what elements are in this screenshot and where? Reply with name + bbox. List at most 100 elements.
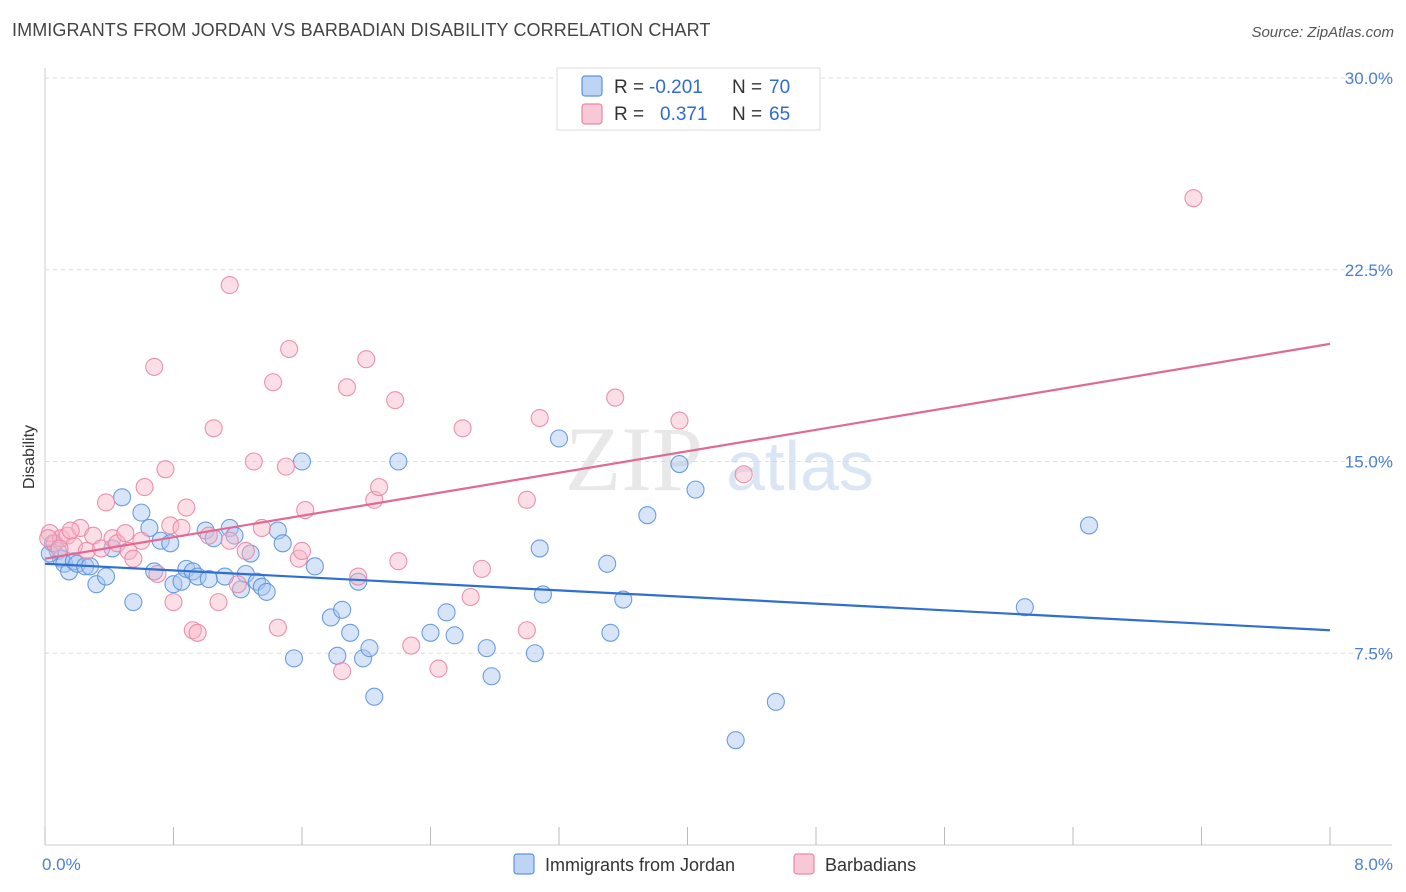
jordan-point-9 <box>87 575 106 594</box>
jordan-point-12 <box>113 488 132 507</box>
barbadians-point-38 <box>280 339 299 359</box>
barbadians-point-44 <box>349 567 368 586</box>
barbadians-point-18 <box>148 564 167 584</box>
barbadians-point-61 <box>1184 189 1203 208</box>
jordan-point-14 <box>132 503 151 522</box>
barbadians-point-33 <box>244 452 263 471</box>
jordan-point-52 <box>445 626 464 645</box>
legend-r-label-barbadians: R = <box>614 104 644 125</box>
y-tick-labels: 7.5% 15.0% 22.5% 30.0% <box>1345 69 1393 663</box>
barbadians-point-54 <box>472 559 491 578</box>
jordan-point-56 <box>530 539 549 558</box>
legend-n-label-jordan: N = <box>732 77 762 98</box>
jordan-point-13 <box>124 593 143 612</box>
jordan-point-45 <box>349 572 368 591</box>
jordan-point-43 <box>333 600 352 619</box>
x-tick-labels: 0.0% 8.0% <box>42 855 1393 874</box>
jordan-point-40 <box>305 557 324 576</box>
legend-n-value-jordan: 70 <box>769 77 790 98</box>
jordan-point-55 <box>525 644 544 663</box>
jordan-point-42 <box>328 646 347 665</box>
y-tick-label-2: 22.5% <box>1345 261 1393 280</box>
jordan-point-66 <box>766 692 785 711</box>
barbadians-point-9 <box>96 493 116 512</box>
barbadians-point-37 <box>276 457 295 476</box>
legend-swatch-barbadians <box>581 103 603 125</box>
x-tick-label-left: 0.0% <box>42 855 81 874</box>
barbadians-point-64 <box>61 521 80 540</box>
barbadians-point-58 <box>606 388 625 407</box>
jordan-point-58 <box>549 429 569 448</box>
jordan-point-10 <box>96 567 116 586</box>
chart-title: IMMIGRANTS FROM JORDAN VS BARBADIAN DISA… <box>12 20 711 40</box>
x-tick-label-right: 8.0% <box>1354 855 1393 874</box>
barbadians-point-62 <box>39 529 58 548</box>
barbadians-point-16 <box>135 478 154 497</box>
jordan-point-16 <box>145 562 164 581</box>
barbadians-point-19 <box>156 460 175 479</box>
barbadians-point-48 <box>386 391 405 410</box>
axes <box>44 68 1392 846</box>
barbadians-point-50 <box>402 636 421 655</box>
legend-r-value-jordan: -0.201 <box>649 77 703 98</box>
jordan-point-61 <box>614 590 633 609</box>
jordan-point-50 <box>421 623 440 642</box>
barbadians-point-36 <box>268 618 287 637</box>
barbadians-point-29 <box>220 531 239 550</box>
legend-n-value-barbadians: 65 <box>769 104 790 125</box>
barbadians-point-30 <box>220 276 239 295</box>
barbadians-point-43 <box>337 378 357 397</box>
legend-label-jordan: Immigrants from Jordan <box>545 855 735 875</box>
barbadians-point-32 <box>236 541 255 561</box>
y-tick-label-1: 15.0% <box>1345 453 1393 472</box>
barbadians-point-12 <box>116 524 135 543</box>
y-tick-label-3: 30.0% <box>1345 69 1393 88</box>
jordan-point-32 <box>241 544 260 563</box>
barbadians-point-20 <box>161 516 180 535</box>
trend-lines <box>44 342 1331 632</box>
jordan-point-15 <box>140 518 159 538</box>
barbadians-point-25 <box>188 623 207 642</box>
watermark: ZIP atlas <box>565 408 874 510</box>
jordan-point-54 <box>482 667 501 686</box>
barbadians-point-59 <box>670 411 689 430</box>
barbadians-point-49 <box>389 552 408 571</box>
jordan-point-51 <box>437 603 456 622</box>
jordan-point-47 <box>360 639 379 658</box>
jordan-point-67 <box>1015 598 1034 617</box>
barbadians-point-27 <box>204 419 223 438</box>
barbadians-point-45 <box>357 350 376 369</box>
barbadians-point-57 <box>530 408 549 428</box>
legend-label-barbadians: Barbadians <box>825 855 916 875</box>
jordan-point-59 <box>598 554 617 573</box>
legend-r-value-barbadians: 0.371 <box>660 104 708 125</box>
jordan-point-60 <box>601 623 620 642</box>
jordan-point-53 <box>477 639 496 658</box>
barbadians-point-51 <box>429 659 448 678</box>
barbadians-point-40 <box>292 541 312 561</box>
barbadians-point-56 <box>517 621 536 640</box>
barbadians-point-52 <box>453 419 472 438</box>
y-axis-label: Disability <box>21 425 38 489</box>
data-points <box>39 189 1203 750</box>
source-credit: Source: ZipAtlas.com <box>1251 24 1394 41</box>
jordan-point-49 <box>389 452 408 471</box>
barbadians-point-35 <box>264 373 283 392</box>
legend-swatch-barbadians-bottom <box>793 853 815 875</box>
watermark-zip: ZIP <box>565 408 703 510</box>
correlation-legend: R = -0.201 N = 70 R = 0.371 N = 65 <box>556 67 821 131</box>
barbadians-point-14 <box>124 549 143 568</box>
jordan-point-39 <box>292 452 312 471</box>
jordan-point-46 <box>353 649 373 668</box>
barbadians-point-31 <box>228 575 247 594</box>
barbadians-point-53 <box>461 587 480 607</box>
jordan-point-48 <box>365 687 384 706</box>
jordan-point-68 <box>1080 516 1099 535</box>
jordan-point-37 <box>273 534 292 553</box>
barbadians-point-60 <box>734 465 753 484</box>
barbadians-point-23 <box>177 498 196 517</box>
jordan-point-64 <box>686 480 705 499</box>
jordan-point-63 <box>670 455 689 474</box>
jordan-trend-line <box>44 562 1331 632</box>
